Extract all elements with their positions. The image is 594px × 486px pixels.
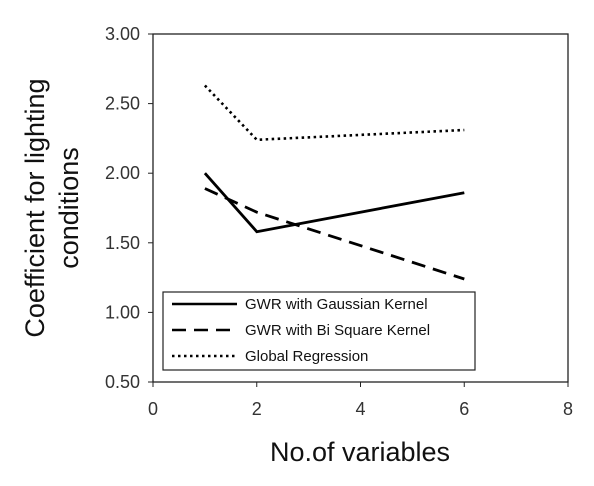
y-tick-label: 3.00 — [105, 24, 140, 44]
y-tick-label: 0.50 — [105, 372, 140, 392]
y-axis-ticks: 0.50 1.00 1.50 2.00 2.50 3.00 — [105, 24, 153, 392]
x-tick-label: 4 — [355, 399, 365, 419]
x-tick-label: 2 — [252, 399, 262, 419]
legend-label-gwr-with-bi-square-kernel: GWR with Bi Square Kernel — [245, 322, 430, 339]
legend: GWR with Gaussian Kernel GWR with Bi Squa… — [162, 291, 476, 371]
y-tick-label: 1.50 — [105, 233, 140, 253]
legend-entries: GWR with Gaussian Kernel GWR with Bi Squa… — [172, 296, 430, 365]
x-axis-ticks: 0 2 4 6 8 — [148, 382, 573, 419]
y-tick-label: 2.00 — [105, 163, 140, 183]
legend-label-gwr-with-gaussian-kernel: GWR with Gaussian Kernel — [245, 296, 428, 313]
x-axis-title: No.of variables — [270, 437, 450, 467]
series-layer — [203, 84, 465, 281]
x-tick-label: 8 — [563, 399, 573, 419]
y-axis-title-line-2: conditions — [54, 147, 84, 269]
x-tick-label: 6 — [459, 399, 469, 419]
y-tick-label: 2.50 — [105, 94, 140, 114]
series-line-gwr-with-gaussian-kernel — [203, 172, 465, 234]
legend-label-global-regression: Global Regression — [245, 348, 368, 365]
y-axis-title-line-1: Coefficient for lighting — [20, 78, 50, 337]
series-line-global-regression — [203, 84, 465, 142]
series-line-gwr-with-bi-square-kernel — [204, 187, 465, 281]
x-tick-label: 0 — [148, 399, 158, 419]
y-tick-label: 1.00 — [105, 302, 140, 322]
